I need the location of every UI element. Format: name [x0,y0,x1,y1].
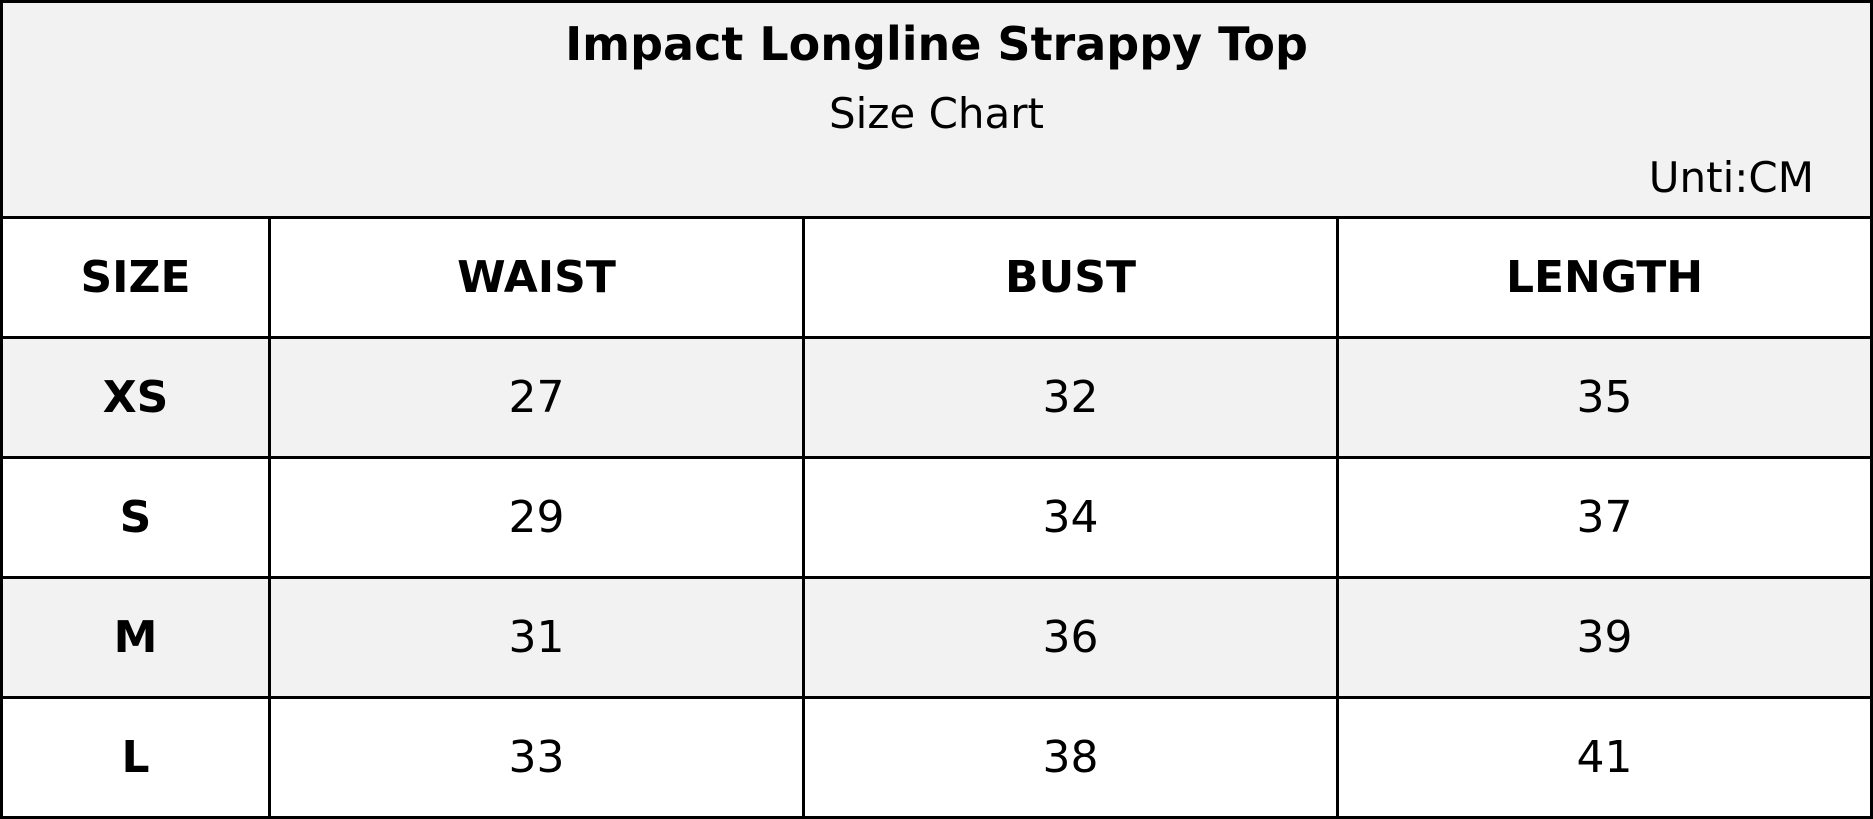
measurement: 27 [271,339,802,456]
size-label: XS [3,339,268,456]
size-label: L [3,699,268,816]
measurement: 36 [805,579,1336,696]
column-header: WAIST [271,219,802,336]
measurement: 35 [1339,339,1870,456]
measurement: 38 [805,699,1336,816]
measurement: 33 [271,699,802,816]
unit-note: Unti:CM [1648,153,1814,202]
measurement: 32 [805,339,1336,456]
measurement: 29 [271,459,802,576]
measurement: 41 [1339,699,1870,816]
header: Impact Longline Strappy Top Size Chart U… [3,3,1870,216]
measurement: 39 [1339,579,1870,696]
column-header: LENGTH [1339,219,1870,336]
column-header: SIZE [3,219,268,336]
measurement: 34 [805,459,1336,576]
size-label: M [3,579,268,696]
size-label: S [3,459,268,576]
measurement: 37 [1339,459,1870,576]
column-header: BUST [805,219,1336,336]
measurement: 31 [271,579,802,696]
subtitle: Size Chart [829,89,1044,138]
title: Impact Longline Strappy Top [565,17,1308,71]
